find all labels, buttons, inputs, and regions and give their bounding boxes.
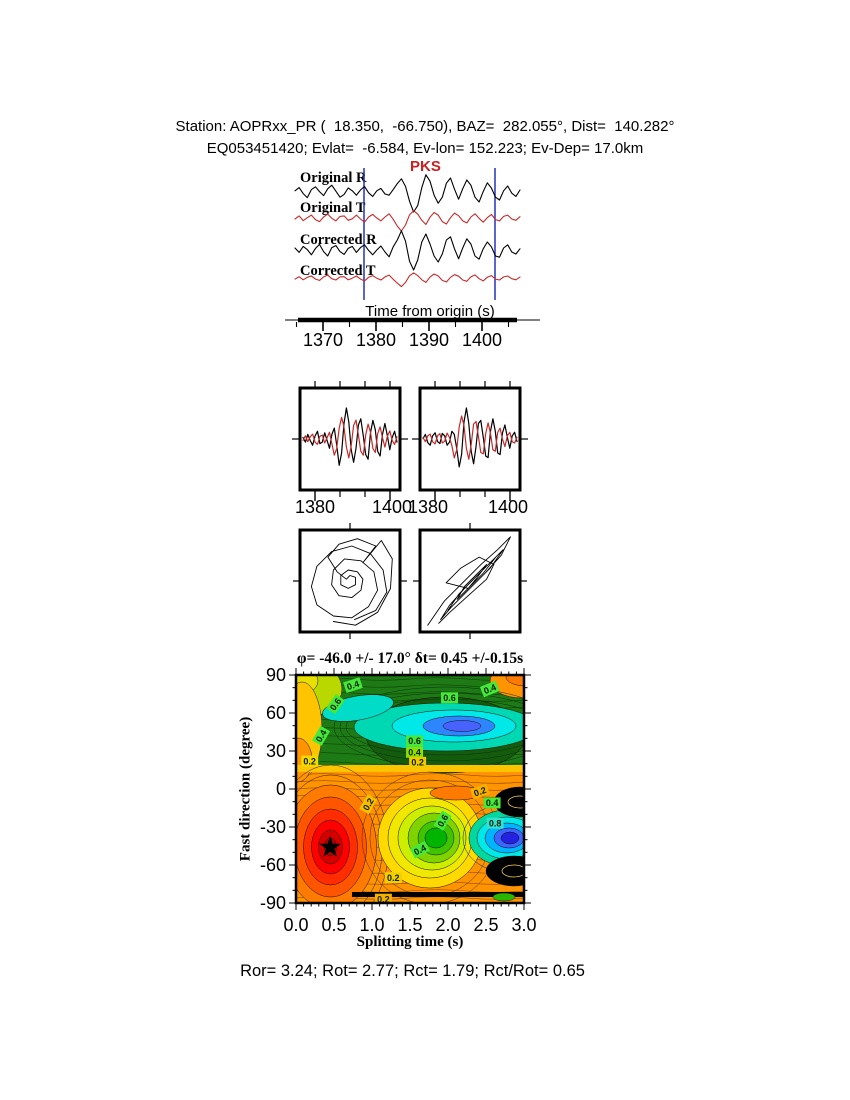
comparison-trace — [422, 415, 518, 460]
x-tick-label: 0.0 — [283, 915, 308, 935]
result-summary: Ror= 3.24; Rot= 2.77; Rct= 1.79; Rct/Rot… — [240, 962, 585, 980]
contour-label: 0.4 — [483, 797, 501, 809]
contour-band — [500, 831, 520, 845]
error-surface-plot: 0.40.6 0.60.40.40.20.60.40.20.20.40.80.20… — [260, 665, 537, 935]
comparison-tick-label: 1400 — [487, 497, 529, 517]
time-tick-label: 1390 — [408, 330, 450, 350]
contour-label: 0.4 — [343, 677, 363, 693]
time-axis-label: Time from origin (s) — [365, 303, 495, 320]
contour-band — [442, 720, 482, 732]
contour-label: 0.2 — [359, 794, 378, 815]
trace-corrected-t-label: Corrected T — [300, 263, 376, 279]
time-tick-label: 1370 — [302, 330, 344, 350]
svg-text:0.8: 0.8 — [489, 818, 502, 828]
x-tick-label: 1.5 — [397, 915, 422, 935]
particle-motion-path — [310, 538, 393, 626]
trace-original-r-label: Original R — [300, 170, 367, 186]
contour-line — [296, 677, 524, 681]
trace-original-t-label: Original T — [300, 200, 366, 216]
y-tick-label: 60 — [266, 703, 286, 723]
y-tick-label: 0 — [276, 779, 286, 799]
x-tick-label: 3.0 — [511, 915, 536, 935]
comparison-tick-label: 1380 — [407, 497, 449, 517]
seismogram-trace — [294, 210, 521, 232]
comparison-trace — [422, 407, 518, 468]
comparison-trace — [302, 407, 398, 466]
y-tick-label: -30 — [260, 817, 286, 837]
svg-text:0.4: 0.4 — [486, 798, 499, 808]
seismogram-trace — [294, 230, 521, 271]
svg-text:0.6: 0.6 — [408, 736, 421, 746]
comparison-panels — [292, 381, 528, 501]
contour-line — [296, 773, 524, 777]
comparison-trace — [302, 416, 398, 459]
particle-motion-panels — [293, 523, 527, 639]
y-tick-label: 30 — [266, 741, 286, 761]
contour-band — [492, 892, 516, 902]
x-tick-label: 2.0 — [435, 915, 460, 935]
phase-label: PKS — [410, 158, 441, 175]
contour-line — [296, 691, 524, 695]
time-tick-label: 1380 — [355, 330, 397, 350]
contour-label: 0.4 — [312, 725, 331, 746]
time-axis-ticks: 1370 1380 1390 1400 — [285, 330, 545, 352]
seismogram-trace — [294, 272, 521, 288]
contour-label: 0.8 — [486, 817, 504, 829]
x-tick-label: 2.5 — [473, 915, 498, 935]
comparison-tick-labels: 1380 1400 1380 1400 — [285, 497, 545, 519]
contour-line — [296, 780, 524, 784]
svg-text:0.2: 0.2 — [387, 873, 400, 883]
x-tick-label: 1.0 — [359, 915, 384, 935]
contour-band — [493, 786, 524, 818]
contour-label: 0.6 — [433, 810, 452, 831]
contour-label: 0.4 — [406, 746, 424, 758]
x-tick-label: 0.5 — [321, 915, 346, 935]
contour-label: 0.2 — [374, 893, 392, 904]
contour-band — [424, 827, 448, 849]
contour-label: 0.2 — [384, 872, 402, 884]
svg-text:0.4: 0.4 — [482, 682, 497, 696]
svg-text:0.2: 0.2 — [472, 785, 487, 799]
contour-label: 0.6 — [441, 692, 459, 704]
comparison-tick-label: 1380 — [294, 497, 336, 517]
svg-text:0.2: 0.2 — [411, 758, 424, 768]
comparison-tick-label: 1400 — [371, 497, 413, 517]
station-title: Station: AOPRxx_PR ( 18.350, -66.750), B… — [175, 118, 675, 135]
contour-label: 0.4 — [479, 680, 500, 698]
particle-motion-path — [427, 536, 511, 626]
contour-band — [485, 855, 524, 887]
svg-text:0.6: 0.6 — [443, 693, 456, 703]
error-surface-xlabel: Splitting time (s) — [356, 934, 464, 950]
contour-label: 0.2 — [301, 755, 319, 767]
svg-text:0.4: 0.4 — [408, 747, 421, 757]
contour-label: 0.4 — [409, 840, 430, 859]
contour-label: 0.2 — [470, 783, 490, 800]
y-tick-label: -90 — [260, 893, 286, 913]
contour-band — [505, 675, 524, 687]
waveform-panel — [285, 168, 540, 331]
error-surface-title: φ= -46.0 +/- 17.0° δt= 0.45 +/-0.15s — [296, 650, 524, 667]
y-tick-label: 90 — [266, 665, 286, 685]
svg-text:0.2: 0.2 — [303, 756, 316, 766]
contour-label: 0.2 — [409, 756, 427, 768]
event-title: EQ053451420; Evlat= -6.584, Ev-lon= 152.… — [206, 140, 644, 157]
contour-label: 0.6 — [406, 735, 424, 747]
contour-field: 0.40.6 0.60.40.40.20.60.40.20.20.40.80.20… — [296, 675, 524, 904]
svg-text:0.2: 0.2 — [377, 894, 390, 904]
y-tick-label: -60 — [260, 855, 286, 875]
svg-text:0.4: 0.4 — [346, 679, 361, 692]
best-fit-star — [319, 835, 342, 857]
seismogram-trace — [294, 174, 521, 213]
time-tick-label: 1400 — [461, 330, 503, 350]
